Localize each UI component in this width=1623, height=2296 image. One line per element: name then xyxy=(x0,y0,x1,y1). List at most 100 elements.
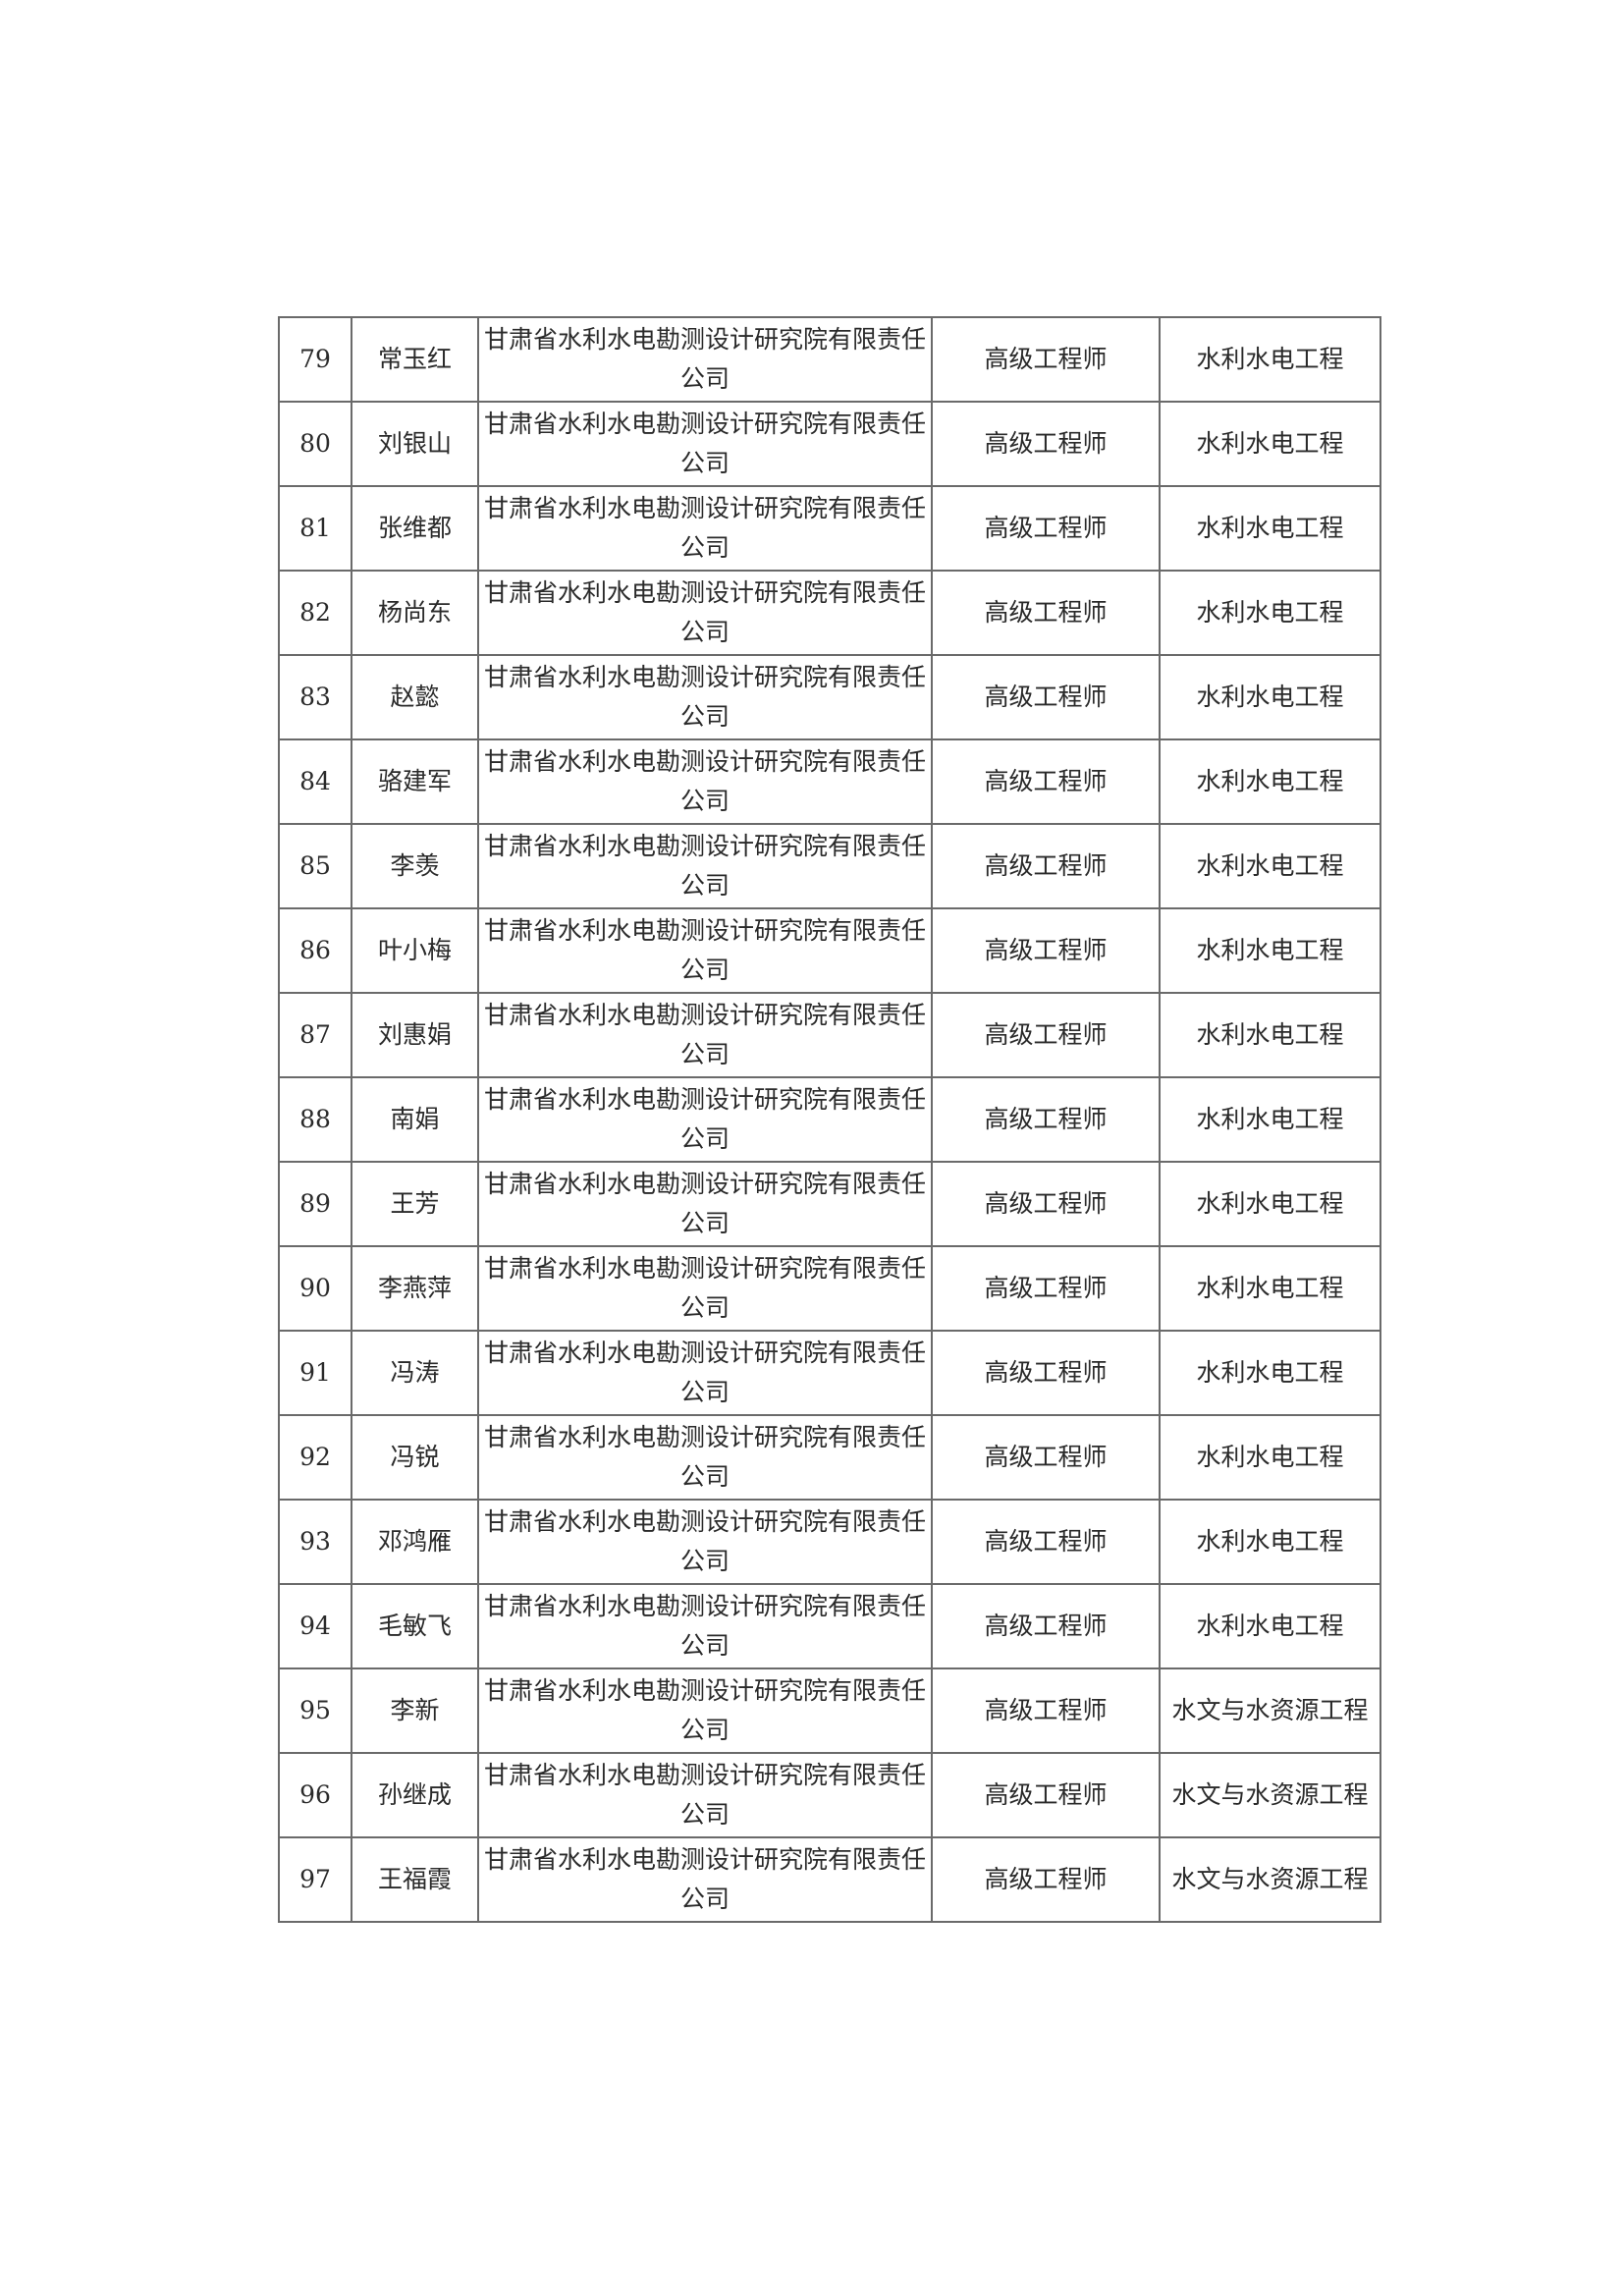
work-unit-cell: 甘肃省水利水电勘测设计研究院有限责任公司 xyxy=(477,1583,933,1669)
professional-title-cell: 高级工程师 xyxy=(931,1583,1161,1669)
specialty-cell: 水利水电工程 xyxy=(1159,1161,1381,1247)
professional-title-cell: 高级工程师 xyxy=(931,401,1161,487)
specialty-cell: 水文与水资源工程 xyxy=(1159,1836,1381,1923)
row-number-cell: 97 xyxy=(278,1836,352,1923)
professional-title-cell: 高级工程师 xyxy=(931,738,1161,825)
specialty-cell: 水利水电工程 xyxy=(1159,316,1381,403)
row-number-cell: 79 xyxy=(278,316,352,403)
table-row: 89 王芳 甘肃省水利水电勘测设计研究院有限责任公司 高级工程师 水利水电工程 xyxy=(278,1161,1381,1247)
table-row: 90 李燕萍 甘肃省水利水电勘测设计研究院有限责任公司 高级工程师 水利水电工程 xyxy=(278,1245,1381,1332)
specialty-cell: 水利水电工程 xyxy=(1159,401,1381,487)
person-name-cell: 赵懿 xyxy=(351,654,479,740)
professional-title-cell: 高级工程师 xyxy=(931,1330,1161,1416)
table-row: 95 李新 甘肃省水利水电勘测设计研究院有限责任公司 高级工程师 水文与水资源工程 xyxy=(278,1667,1381,1754)
person-name-cell: 李燕萍 xyxy=(351,1245,479,1332)
table-row: 92 冯锐 甘肃省水利水电勘测设计研究院有限责任公司 高级工程师 水利水电工程 xyxy=(278,1414,1381,1501)
specialty-cell: 水利水电工程 xyxy=(1159,823,1381,909)
work-unit-cell: 甘肃省水利水电勘测设计研究院有限责任公司 xyxy=(477,1330,933,1416)
person-name-cell: 李新 xyxy=(351,1667,479,1754)
specialty-cell: 水利水电工程 xyxy=(1159,570,1381,656)
professional-title-cell: 高级工程师 xyxy=(931,1245,1161,1332)
work-unit-cell: 甘肃省水利水电勘测设计研究院有限责任公司 xyxy=(477,1667,933,1754)
specialty-cell: 水利水电工程 xyxy=(1159,1499,1381,1585)
professional-title-cell: 高级工程师 xyxy=(931,1667,1161,1754)
row-number-cell: 87 xyxy=(278,992,352,1078)
work-unit-cell: 甘肃省水利水电勘测设计研究院有限责任公司 xyxy=(477,1836,933,1923)
specialty-cell: 水利水电工程 xyxy=(1159,654,1381,740)
person-name-cell: 王福霞 xyxy=(351,1836,479,1923)
person-name-cell: 刘惠娟 xyxy=(351,992,479,1078)
person-name-cell: 王芳 xyxy=(351,1161,479,1247)
row-number-cell: 90 xyxy=(278,1245,352,1332)
table-row: 82 杨尚东 甘肃省水利水电勘测设计研究院有限责任公司 高级工程师 水利水电工程 xyxy=(278,570,1381,656)
professional-title-cell: 高级工程师 xyxy=(931,1752,1161,1838)
table-row: 81 张维都 甘肃省水利水电勘测设计研究院有限责任公司 高级工程师 水利水电工程 xyxy=(278,485,1381,572)
work-unit-cell: 甘肃省水利水电勘测设计研究院有限责任公司 xyxy=(477,992,933,1078)
specialty-cell: 水利水电工程 xyxy=(1159,1583,1381,1669)
specialty-cell: 水利水电工程 xyxy=(1159,738,1381,825)
work-unit-cell: 甘肃省水利水电勘测设计研究院有限责任公司 xyxy=(477,1161,933,1247)
person-name-cell: 冯涛 xyxy=(351,1330,479,1416)
table-row: 80 刘银山 甘肃省水利水电勘测设计研究院有限责任公司 高级工程师 水利水电工程 xyxy=(278,401,1381,487)
row-number-cell: 89 xyxy=(278,1161,352,1247)
table-row: 88 南娟 甘肃省水利水电勘测设计研究院有限责任公司 高级工程师 水利水电工程 xyxy=(278,1076,1381,1163)
table-row: 83 赵懿 甘肃省水利水电勘测设计研究院有限责任公司 高级工程师 水利水电工程 xyxy=(278,654,1381,740)
work-unit-cell: 甘肃省水利水电勘测设计研究院有限责任公司 xyxy=(477,1076,933,1163)
professional-title-cell: 高级工程师 xyxy=(931,1499,1161,1585)
specialty-cell: 水文与水资源工程 xyxy=(1159,1752,1381,1838)
professional-title-cell: 高级工程师 xyxy=(931,485,1161,572)
table-row: 94 毛敏飞 甘肃省水利水电勘测设计研究院有限责任公司 高级工程师 水利水电工程 xyxy=(278,1583,1381,1669)
person-name-cell: 刘银山 xyxy=(351,401,479,487)
specialty-cell: 水利水电工程 xyxy=(1159,1076,1381,1163)
table-row: 84 骆建军 甘肃省水利水电勘测设计研究院有限责任公司 高级工程师 水利水电工程 xyxy=(278,738,1381,825)
person-name-cell: 南娟 xyxy=(351,1076,479,1163)
person-name-cell: 骆建军 xyxy=(351,738,479,825)
person-name-cell: 冯锐 xyxy=(351,1414,479,1501)
work-unit-cell: 甘肃省水利水电勘测设计研究院有限责任公司 xyxy=(477,316,933,403)
row-number-cell: 84 xyxy=(278,738,352,825)
professional-title-cell: 高级工程师 xyxy=(931,1076,1161,1163)
row-number-cell: 88 xyxy=(278,1076,352,1163)
professional-title-cell: 高级工程师 xyxy=(931,823,1161,909)
work-unit-cell: 甘肃省水利水电勘测设计研究院有限责任公司 xyxy=(477,401,933,487)
table-row: 93 邓鸿雁 甘肃省水利水电勘测设计研究院有限责任公司 高级工程师 水利水电工程 xyxy=(278,1499,1381,1585)
work-unit-cell: 甘肃省水利水电勘测设计研究院有限责任公司 xyxy=(477,1499,933,1585)
specialty-cell: 水利水电工程 xyxy=(1159,1245,1381,1332)
row-number-cell: 93 xyxy=(278,1499,352,1585)
person-name-cell: 常玉红 xyxy=(351,316,479,403)
person-name-cell: 孙继成 xyxy=(351,1752,479,1838)
table-row: 86 叶小梅 甘肃省水利水电勘测设计研究院有限责任公司 高级工程师 水利水电工程 xyxy=(278,907,1381,994)
table-row: 87 刘惠娟 甘肃省水利水电勘测设计研究院有限责任公司 高级工程师 水利水电工程 xyxy=(278,992,1381,1078)
professional-title-cell: 高级工程师 xyxy=(931,316,1161,403)
professional-title-cell: 高级工程师 xyxy=(931,1836,1161,1923)
table-row: 85 李羡 甘肃省水利水电勘测设计研究院有限责任公司 高级工程师 水利水电工程 xyxy=(278,823,1381,909)
row-number-cell: 85 xyxy=(278,823,352,909)
table-body: 79 常玉红 甘肃省水利水电勘测设计研究院有限责任公司 高级工程师 水利水电工程 80 刘银… xyxy=(278,316,1381,1923)
work-unit-cell: 甘肃省水利水电勘测设计研究院有限责任公司 xyxy=(477,485,933,572)
person-name-cell: 毛敏飞 xyxy=(351,1583,479,1669)
row-number-cell: 82 xyxy=(278,570,352,656)
table-row: 91 冯涛 甘肃省水利水电勘测设计研究院有限责任公司 高级工程师 水利水电工程 xyxy=(278,1330,1381,1416)
professional-title-cell: 高级工程师 xyxy=(931,992,1161,1078)
table-row: 96 孙继成 甘肃省水利水电勘测设计研究院有限责任公司 高级工程师 水文与水资源工程 xyxy=(278,1752,1381,1838)
row-number-cell: 80 xyxy=(278,401,352,487)
work-unit-cell: 甘肃省水利水电勘测设计研究院有限责任公司 xyxy=(477,654,933,740)
person-name-cell: 张维都 xyxy=(351,485,479,572)
work-unit-cell: 甘肃省水利水电勘测设计研究院有限责任公司 xyxy=(477,1245,933,1332)
row-number-cell: 96 xyxy=(278,1752,352,1838)
person-name-cell: 邓鸿雁 xyxy=(351,1499,479,1585)
row-number-cell: 91 xyxy=(278,1330,352,1416)
row-number-cell: 81 xyxy=(278,485,352,572)
row-number-cell: 94 xyxy=(278,1583,352,1669)
person-name-cell: 李羡 xyxy=(351,823,479,909)
work-unit-cell: 甘肃省水利水电勘测设计研究院有限责任公司 xyxy=(477,823,933,909)
person-name-cell: 杨尚东 xyxy=(351,570,479,656)
specialty-cell: 水利水电工程 xyxy=(1159,907,1381,994)
personnel-table: 79 常玉红 甘肃省水利水电勘测设计研究院有限责任公司 高级工程师 水利水电工程 80 刘银… xyxy=(278,316,1381,1923)
work-unit-cell: 甘肃省水利水电勘测设计研究院有限责任公司 xyxy=(477,738,933,825)
work-unit-cell: 甘肃省水利水电勘测设计研究院有限责任公司 xyxy=(477,1414,933,1501)
row-number-cell: 86 xyxy=(278,907,352,994)
professional-title-cell: 高级工程师 xyxy=(931,570,1161,656)
person-name-cell: 叶小梅 xyxy=(351,907,479,994)
specialty-cell: 水利水电工程 xyxy=(1159,1330,1381,1416)
